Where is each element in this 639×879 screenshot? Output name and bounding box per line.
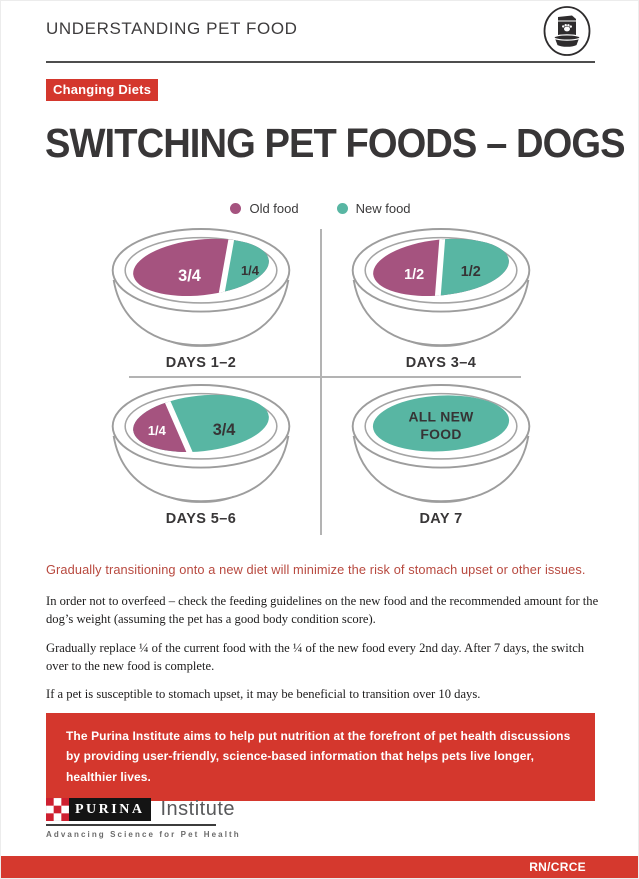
day-label: DAYS 5–6: [165, 511, 237, 527]
bowl-diagram-grid: 3/4 1/4 DAYS 1–2: [81, 227, 561, 539]
body-copy: In order not to overfeed – check the fee…: [46, 592, 602, 713]
legend-item-old-food: Old food: [230, 201, 299, 216]
bowl-diagram-days-1-2-icon: 3/4 1/4: [111, 228, 291, 347]
bowl-days-1-2: 3/4 1/4 DAYS 1–2: [81, 227, 321, 383]
institute-wordmark: Institute: [160, 798, 235, 820]
brand-tagline: Advancing Science for Pet Health: [46, 830, 241, 839]
paragraph-replace-quarter: Gradually replace ¼ of the current food …: [46, 640, 585, 673]
new-food-dot-icon: [336, 203, 348, 214]
all-new-food-line2: FOOD: [420, 426, 461, 442]
legend: Old food New food: [1, 201, 638, 216]
grid-divider-horizontal: [129, 376, 521, 378]
paragraph-overfeed: In order not to overfeed – check the fee…: [46, 594, 599, 627]
document-code: RN/CRCE: [529, 860, 586, 874]
brand-underline: [46, 824, 216, 826]
day-label: DAY 7: [419, 511, 463, 527]
bottom-red-bar: RN/CRCE: [1, 856, 638, 878]
highlight-sentence: Gradually transitioning onto a new diet …: [46, 562, 586, 577]
bowl-days-5-6: 1/4 3/4 DAYS 5–6: [81, 383, 321, 539]
section-badge: Changing Diets: [46, 79, 159, 101]
pet-food-bag-bowl-icon: [543, 6, 591, 56]
purina-checkerboard-icon: [46, 798, 69, 821]
bowl-diagram-days-5-6-icon: 1/4 3/4: [111, 384, 291, 503]
purina-institute-logo: PURINA Institute Advancing Science for P…: [46, 798, 241, 839]
page-header-title: UNDERSTANDING PET FOOD: [46, 19, 298, 38]
fraction-old: 1/2: [404, 267, 424, 283]
bowl-days-3-4: 1/2 1/2 DAYS 3–4: [321, 227, 561, 383]
bowl-day-7: ALL NEW FOOD DAY 7: [321, 383, 561, 539]
fraction-old: 1/4: [148, 423, 167, 438]
legend-label-new: New food: [355, 201, 411, 216]
page-title: SWITCHING PET FOODS – DOGS: [45, 120, 626, 166]
paragraph-stomach-upset: If a pet is susceptible to stomach upset…: [46, 687, 481, 701]
legend-item-new-food: New food: [336, 201, 411, 216]
all-new-food-line1: ALL NEW: [408, 409, 474, 425]
fraction-old: 3/4: [178, 267, 201, 285]
day-label: DAYS 3–4: [405, 355, 477, 371]
purina-wordmark: PURINA: [69, 798, 152, 821]
fraction-new: 1/2: [461, 264, 481, 280]
purina-institute-callout: The Purina Institute aims to help put nu…: [46, 713, 595, 802]
fraction-new: 3/4: [213, 421, 236, 439]
fraction-new: 1/4: [241, 263, 260, 278]
legend-label-old: Old food: [249, 201, 299, 216]
bowl-diagram-days-3-4-icon: 1/2 1/2: [351, 228, 531, 347]
old-food-dot-icon: [230, 203, 242, 214]
grid-divider-vertical: [320, 229, 322, 535]
header-divider: [46, 61, 595, 63]
day-label: DAYS 1–2: [165, 355, 237, 371]
bowl-diagram-day-7-icon: ALL NEW FOOD: [351, 384, 531, 503]
